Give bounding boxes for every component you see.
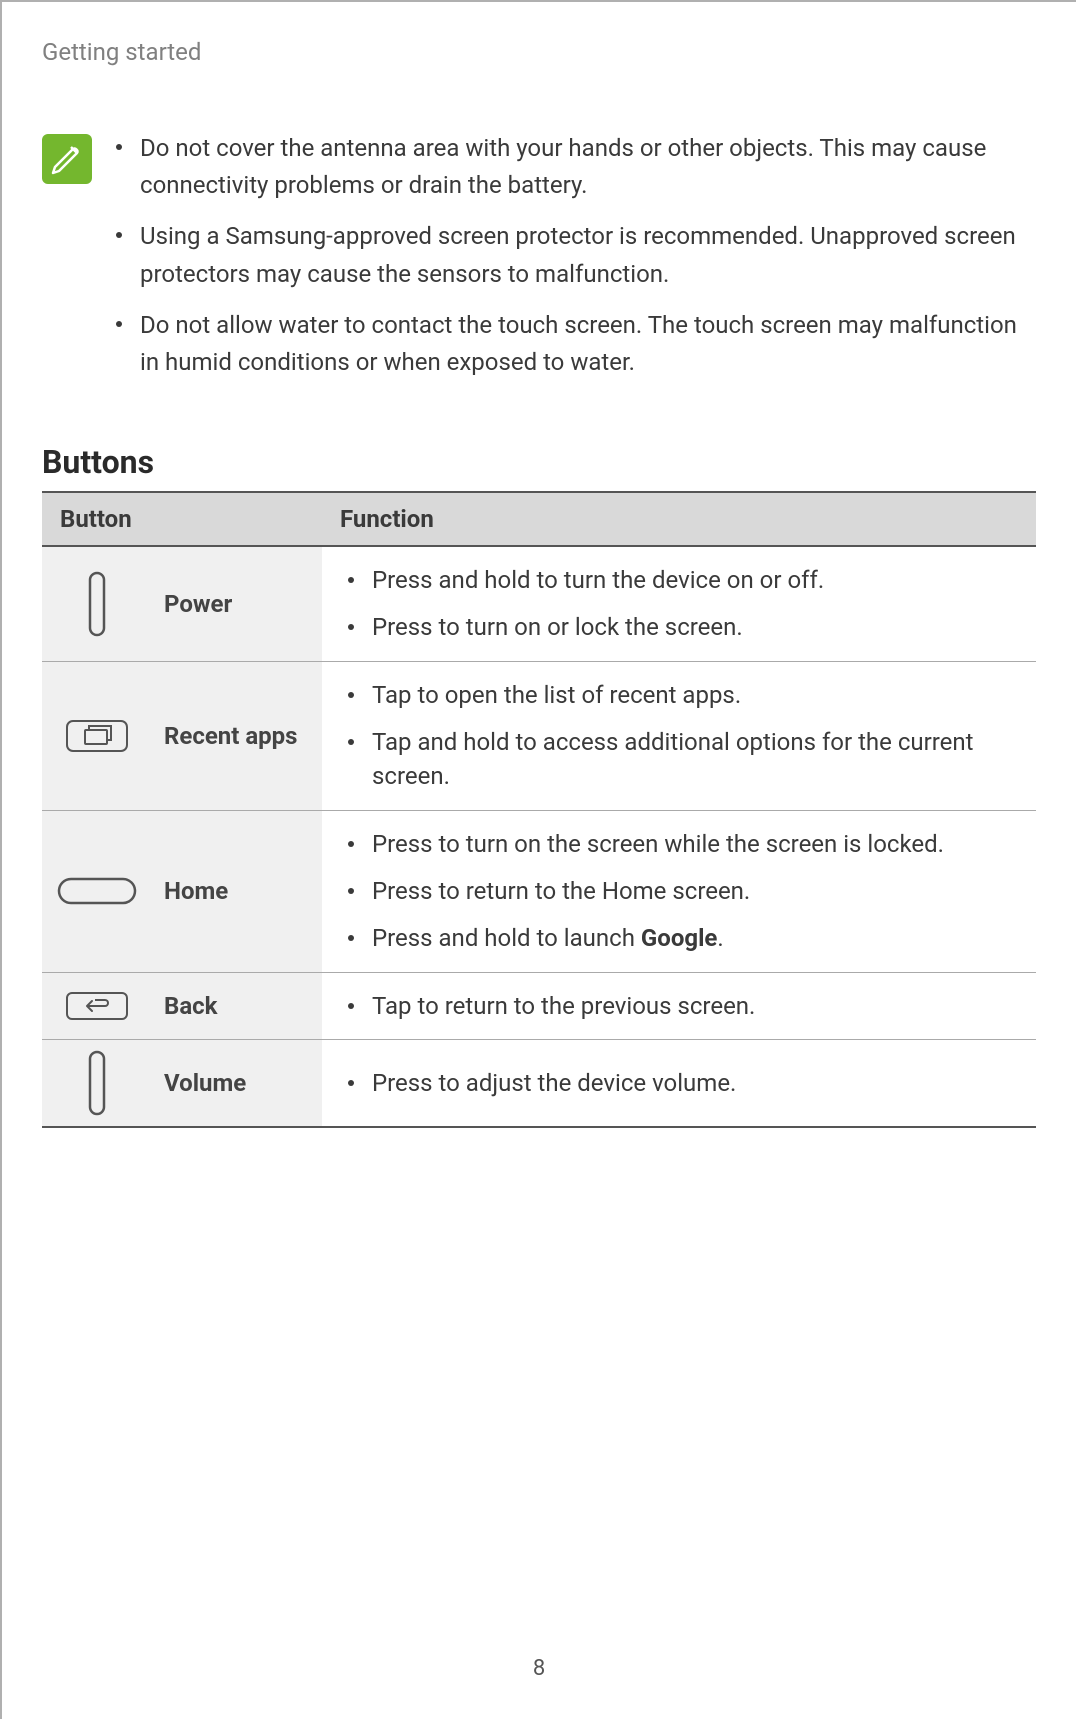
function-item: Press and hold to launch Google. [334, 915, 1024, 962]
function-cell: Press and hold to turn the device on or … [322, 546, 1036, 661]
function-text: Press to return to the Home screen. [372, 874, 750, 909]
table-row: Back Tap to return to the previous scree… [42, 972, 1036, 1040]
function-item: Press to turn on or lock the screen. [334, 604, 1024, 651]
function-text: Press to turn on the screen while the sc… [372, 827, 944, 862]
function-text: Tap to return to the previous screen. [372, 989, 755, 1024]
function-list: Press and hold to turn the device on or … [334, 557, 1024, 651]
bullet-icon [116, 232, 122, 238]
col-function: Function [322, 492, 1036, 546]
function-item: Press to turn on the screen while the sc… [334, 821, 1024, 868]
function-cell: Press to turn on the screen while the sc… [322, 811, 1036, 972]
page-header: Getting started [42, 38, 1036, 66]
function-text: Press and hold to launch Google. [372, 921, 724, 956]
bullet-icon [348, 624, 354, 630]
button-name: Back [152, 972, 322, 1040]
bullet-icon [348, 1080, 354, 1086]
function-list: Press to turn on the screen while the sc… [334, 821, 1024, 961]
function-text: Press to turn on or lock the screen. [372, 610, 743, 645]
function-cell: Tap to open the list of recent apps. Tap… [322, 661, 1036, 810]
bullet-icon [348, 888, 354, 894]
button-name: Home [152, 811, 322, 972]
bullet-icon [348, 692, 354, 698]
back-icon-cell [42, 972, 152, 1040]
button-name: Power [152, 546, 322, 661]
table-header-row: Button Function [42, 492, 1036, 546]
page: Getting started Do not cover the antenna… [0, 0, 1076, 1719]
note-text: Using a Samsung-approved screen protecto… [140, 218, 1036, 292]
function-item: Tap to return to the previous screen. [334, 983, 1024, 1030]
buttons-table: Button Function Power Press and hold to … [42, 491, 1036, 1128]
button-name: Volume [152, 1040, 322, 1128]
function-list: Tap to return to the previous screen. [334, 983, 1024, 1030]
note-block: Do not cover the antenna area with your … [42, 130, 1036, 395]
function-item: Press to return to the Home screen. [334, 868, 1024, 915]
table-row: Power Press and hold to turn the device … [42, 546, 1036, 661]
power-icon-cell [42, 546, 152, 661]
table-row: Home Press to turn on the screen while t… [42, 811, 1036, 972]
function-list: Tap to open the list of recent apps. Tap… [334, 672, 1024, 800]
bullet-icon [348, 577, 354, 583]
note-text: Do not cover the antenna area with your … [140, 130, 1036, 204]
power-button-icon [85, 571, 109, 637]
note-item: Using a Samsung-approved screen protecto… [116, 218, 1036, 292]
recent-apps-icon [65, 719, 129, 753]
function-item: Tap to open the list of recent apps. [334, 672, 1024, 719]
recent-icon-cell [42, 661, 152, 810]
note-list: Do not cover the antenna area with your … [116, 130, 1036, 395]
bullet-icon [348, 935, 354, 941]
function-item: Press and hold to turn the device on or … [334, 557, 1024, 604]
note-icon [42, 134, 92, 184]
back-button-icon [65, 991, 129, 1021]
note-item: Do not allow water to contact the touch … [116, 307, 1036, 381]
bullet-icon [348, 1003, 354, 1009]
note-item: Do not cover the antenna area with your … [116, 130, 1036, 204]
bullet-icon [116, 144, 122, 150]
function-list: Press to adjust the device volume. [334, 1060, 1024, 1107]
function-text: Press to adjust the device volume. [372, 1066, 736, 1101]
home-button-icon [56, 876, 138, 906]
volume-icon-cell [42, 1040, 152, 1128]
page-number: 8 [2, 1656, 1076, 1681]
button-name: Recent apps [152, 661, 322, 810]
function-text: Press and hold to turn the device on or … [372, 563, 824, 598]
table-row: Volume Press to adjust the device volume… [42, 1040, 1036, 1128]
col-button: Button [42, 492, 322, 546]
function-cell: Tap to return to the previous screen. [322, 972, 1036, 1040]
function-text: Tap to open the list of recent apps. [372, 678, 741, 713]
function-item: Press to adjust the device volume. [334, 1060, 1024, 1107]
function-text: Tap and hold to access additional option… [372, 725, 1024, 795]
bullet-icon [116, 321, 122, 327]
volume-button-icon [85, 1050, 109, 1116]
bullet-icon [348, 739, 354, 745]
note-text: Do not allow water to contact the touch … [140, 307, 1036, 381]
home-icon-cell [42, 811, 152, 972]
function-item: Tap and hold to access additional option… [334, 719, 1024, 801]
bullet-icon [348, 841, 354, 847]
table-row: Recent apps Tap to open the list of rece… [42, 661, 1036, 810]
buttons-heading: Buttons [42, 443, 1036, 481]
function-cell: Press to adjust the device volume. [322, 1040, 1036, 1128]
